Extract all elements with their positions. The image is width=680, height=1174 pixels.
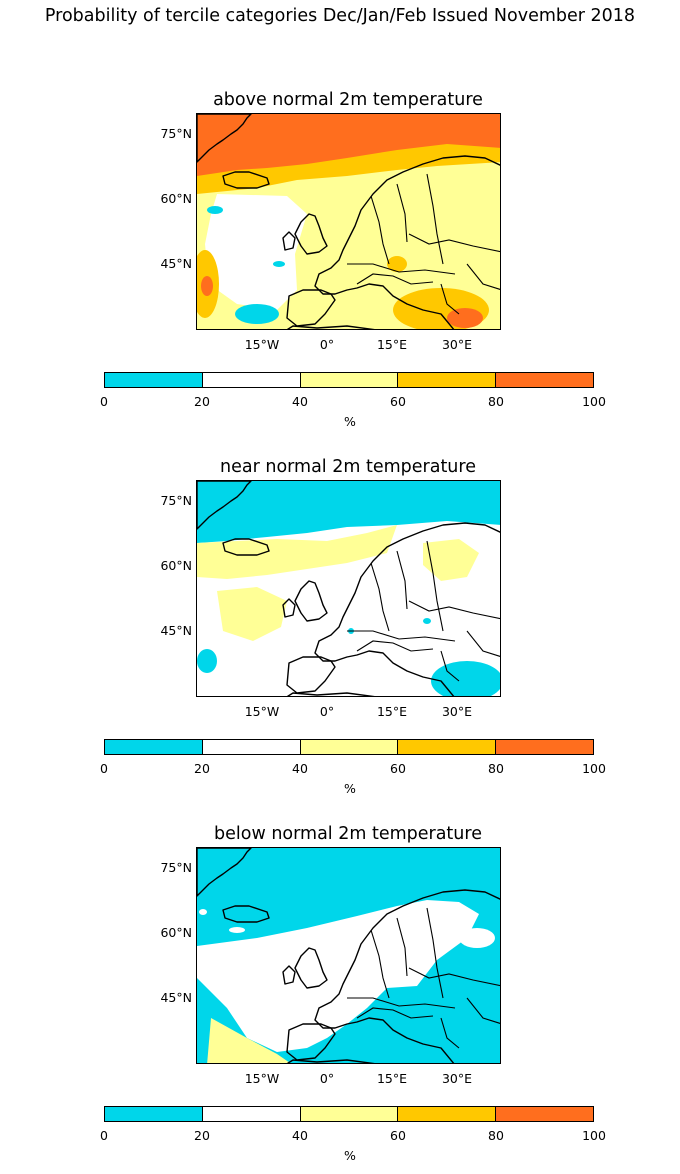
colorbar-tick-label: 80 [488,1128,504,1143]
colorbar-segment [202,1107,301,1121]
colorbar-segment [105,1107,203,1121]
lat-tick-label: 75°N [160,860,192,875]
colorbar [104,739,594,755]
colorbar-segment [105,373,203,387]
colorbar-tick-label: 80 [488,761,504,776]
lon-tick-label: 0° [319,704,335,719]
lat-tick-label: 45°N [160,990,192,1005]
colorbar-segment [202,373,301,387]
colorbar-unit-label: % [344,414,356,429]
lon-tick-label: 30°E [441,704,473,719]
colorbar-segment [496,740,593,754]
lon-tick-label: 15°E [376,1071,408,1086]
colorbar-segment [496,1107,593,1121]
colorbar-tick-label: 60 [390,1128,406,1143]
panel-title: near normal 2m temperature [220,457,476,477]
lon-tick-label: 15°W [244,704,280,719]
colorbar-unit-label: % [344,1148,356,1163]
map-svg [197,481,500,696]
colorbar-segment [398,740,497,754]
lon-tick-label: 15°E [376,337,408,352]
map-svg [197,114,500,329]
lat-tick-label: 45°N [160,623,192,638]
colorbar-segment [300,373,399,387]
map-panel [196,847,501,1064]
colorbar-tick-label: 20 [194,761,210,776]
colorbar-segment [202,740,301,754]
colorbar-tick-label: 0 [100,761,108,776]
colorbar-segment [398,373,497,387]
colorbar-tick-label: 40 [292,394,308,409]
lon-tick-label: 15°W [244,1071,280,1086]
colorbar-unit-label: % [344,781,356,796]
lon-tick-label: 15°W [244,337,280,352]
colorbar-tick-label: 60 [390,394,406,409]
lon-tick-label: 15°E [376,704,408,719]
colorbar-tick-label: 40 [292,761,308,776]
colorbar [104,1106,594,1122]
panel-title: below normal 2m temperature [214,824,482,844]
map-svg [197,848,500,1063]
lat-tick-label: 60°N [160,191,192,206]
lon-tick-label: 0° [319,337,335,352]
colorbar-tick-label: 0 [100,1128,108,1143]
colorbar-segment [496,373,593,387]
colorbar-tick-label: 40 [292,1128,308,1143]
colorbar-tick-label: 80 [488,394,504,409]
colorbar-segment [105,740,203,754]
colorbar-tick-label: 20 [194,1128,210,1143]
figure-title: Probability of tercile categories Dec/Ja… [44,6,636,26]
lon-tick-label: 30°E [441,337,473,352]
colorbar-tick-label: 100 [582,394,606,409]
colorbar-tick-label: 100 [582,1128,606,1143]
lat-tick-label: 75°N [160,493,192,508]
lat-tick-label: 75°N [160,126,192,141]
colorbar-segment [398,1107,497,1121]
lat-tick-label: 60°N [160,558,192,573]
colorbar-segment [300,740,399,754]
colorbar-segment [300,1107,399,1121]
map-panel [196,480,501,697]
lat-tick-label: 45°N [160,256,192,271]
panel-title: above normal 2m temperature [213,90,483,110]
map-panel [196,113,501,330]
colorbar-tick-label: 0 [100,394,108,409]
lat-tick-label: 60°N [160,925,192,940]
lon-tick-label: 0° [319,1071,335,1086]
lon-tick-label: 30°E [441,1071,473,1086]
colorbar-tick-label: 20 [194,394,210,409]
colorbar-tick-label: 60 [390,761,406,776]
colorbar-tick-label: 100 [582,761,606,776]
colorbar [104,372,594,388]
